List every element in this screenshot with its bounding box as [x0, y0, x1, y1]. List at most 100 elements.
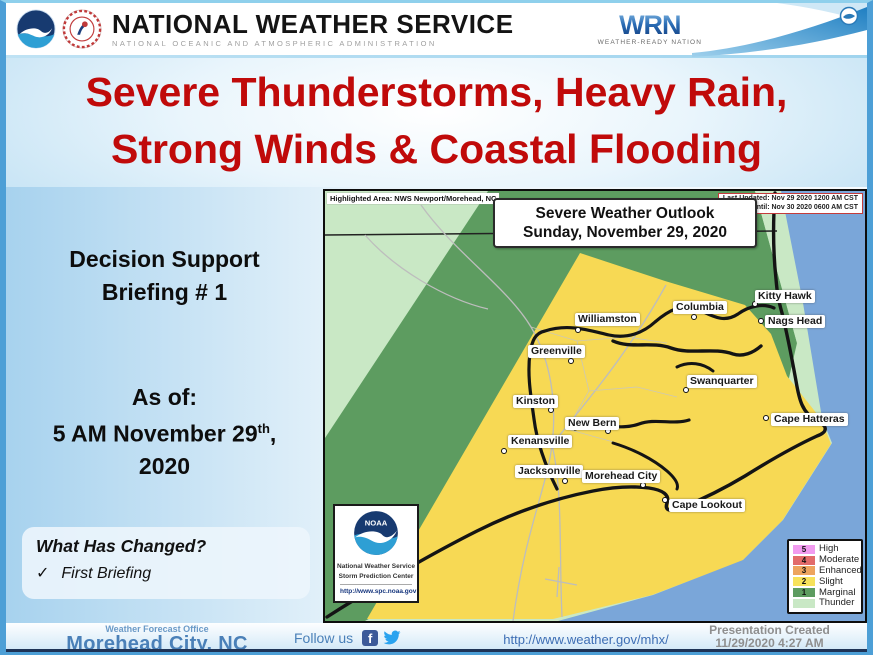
- highlighted-area-label: Highlighted Area: NWS Newport/Morehead, …: [327, 193, 500, 204]
- city-label: Swanquarter: [687, 375, 757, 388]
- twitter-icon[interactable]: [382, 629, 402, 646]
- city-dot: [683, 387, 689, 393]
- legend-row: 5 High: [793, 544, 857, 555]
- wrn-acronym: WRN: [598, 11, 702, 39]
- legend-row: 3 Enhanced: [793, 565, 862, 577]
- city-dot: [662, 497, 668, 503]
- city-label: Nags Head: [765, 315, 826, 328]
- legend-chip: 3: [793, 566, 815, 576]
- spc-url-link[interactable]: http://www.spc.noaa.gov: [340, 584, 416, 595]
- wrn-logo: WRN WEATHER-READY NATION: [597, 11, 702, 47]
- city-label: Jacksonville: [515, 465, 584, 478]
- city-label: Williamston: [575, 313, 640, 326]
- changed-heading: What Has Changed?: [36, 536, 207, 556]
- legend-row: 2 Slight: [793, 576, 857, 587]
- city-label: Cape Lookout: [669, 499, 745, 512]
- follow-us-label: Follow us: [294, 629, 354, 646]
- wrn-label: WEATHER-READY NATION: [597, 38, 702, 46]
- main-content: Decision Support Briefing # 1 As of: 5 A…: [6, 187, 867, 623]
- map-overlay: Highlighted Area: NWS Newport/Morehead, …: [325, 191, 865, 621]
- created-label: Presentation Created: [709, 623, 830, 637]
- legend-label: High: [819, 543, 839, 555]
- legend-label: Thunder: [819, 597, 855, 609]
- outlook-legend: 5 High 4 Moderate 3 Enhanced 2 Slight 1 Marginal T…: [787, 539, 863, 614]
- city-dot: [691, 314, 697, 320]
- city-label: Greenville: [528, 345, 585, 358]
- city-label: Cape Hatteras: [771, 413, 848, 426]
- asof-date: 5 AM November 29th,: [52, 420, 277, 447]
- header-text-block: NATIONAL WEATHER SERVICE NATIONAL OCEANI…: [112, 11, 514, 48]
- region-thunder-strip: [755, 191, 803, 343]
- city-layer: Kitty Hawk Nags Head Columbia Williamston Gr…: [325, 191, 865, 621]
- outlook-title-box: Severe Weather Outlook Sunday, November …: [493, 198, 757, 248]
- last-updated: Last Updated: Nov 29 2020 1200 AM CST: [722, 195, 858, 202]
- nws-logo: [62, 9, 102, 49]
- legend-chip: 2: [793, 577, 815, 587]
- header-divider: [6, 55, 867, 58]
- presentation-created-block: Presentation Created 11/29/2020 4:27 AM: [682, 624, 857, 650]
- checkmark-icon: ✓: [36, 565, 50, 582]
- legend-chip: 4: [793, 555, 815, 565]
- road-lines: [364, 204, 667, 621]
- office-url-link[interactable]: http://www.weather.gov/mhx/: [503, 632, 669, 647]
- briefing-line-1: Decision Support: [69, 246, 260, 272]
- legend-chip: [793, 598, 815, 608]
- legend-row: 1 Marginal: [793, 587, 857, 598]
- what-has-changed-box: What Has Changed? ✓ First Briefing: [22, 527, 310, 599]
- briefing-line-2: Briefing # 1: [101, 279, 228, 305]
- follow-us-block: Follow us f: [294, 629, 402, 646]
- legend-row: 4 Moderate: [793, 554, 860, 566]
- slide-footer: Weather Forecast Office Morehead City, N…: [6, 623, 867, 652]
- title-line-2: Strong Winds & Coastal Flooding: [110, 126, 763, 172]
- agency-title: NATIONAL WEATHER SERVICE: [112, 8, 514, 39]
- region-ocean: [558, 191, 865, 621]
- asof-block: As of: 5 AM November 29th, 2020: [6, 381, 323, 482]
- title-line-1: Severe Thunderstorms, Heavy Rain,: [85, 69, 788, 115]
- city-dot: [568, 358, 574, 364]
- slide-title: Severe Thunderstorms, Heavy Rain, Strong…: [6, 58, 867, 187]
- city-dot: [758, 318, 764, 324]
- city-label: Columbia: [673, 301, 727, 314]
- wfo-block: Weather Forecast Office Morehead City, N…: [32, 624, 282, 652]
- noaa-logo: [16, 9, 56, 49]
- briefing-heading: Decision Support Briefing # 1: [6, 243, 323, 309]
- outlook-title-line-1: Severe Weather Outlook: [535, 205, 715, 222]
- legend-label: Moderate: [819, 554, 860, 566]
- asof-year: 2020: [138, 452, 191, 479]
- legend-label: Slight: [819, 575, 843, 587]
- outlook-map: Highlighted Area: NWS Newport/Morehead, …: [323, 189, 867, 623]
- noaa-seal-icon: NOAA: [354, 511, 398, 555]
- legend-chip: 1: [793, 588, 815, 598]
- wfo-name: Morehead City, NC: [66, 633, 248, 652]
- legend-label: Marginal: [819, 586, 856, 598]
- spc-logo-box: NOAA National Weather Service Storm Pred…: [333, 504, 419, 603]
- city-label: Kitty Hawk: [755, 290, 815, 303]
- legend-rows: 5 High 4 Moderate 3 Enhanced 2 Slight 1 Marginal T…: [793, 544, 862, 609]
- city-dot: [763, 415, 769, 421]
- facebook-icon[interactable]: f: [362, 629, 379, 646]
- changed-item: ✓ First Briefing: [36, 565, 152, 582]
- wfo-label: Weather Forecast Office: [105, 624, 209, 634]
- legend-label: Enhanced: [819, 564, 862, 576]
- asof-label: As of:: [131, 384, 198, 410]
- city-dot: [562, 478, 568, 484]
- city-label: Morehead City: [582, 470, 661, 483]
- spc-org-line-2: Storm Prediction Center: [338, 573, 414, 580]
- city-label: Kenansville: [508, 435, 573, 448]
- city-label: New Bern: [565, 417, 620, 430]
- svg-text:NOAA: NOAA: [365, 518, 388, 527]
- outlook-title-line-2: Sunday, November 29, 2020: [523, 224, 727, 241]
- agency-subtitle: NATIONAL OCEANIC AND ATMOSPHERIC ADMINIS…: [112, 38, 437, 48]
- city-dot: [575, 327, 581, 333]
- spc-org-line-1: National Weather Service: [337, 563, 415, 570]
- created-value: 11/29/2020 4:27 AM: [715, 636, 824, 650]
- legend-row: Thunder: [793, 598, 857, 609]
- header-swoosh-graphic: [692, 3, 867, 57]
- noaa-mini-emblem: [839, 6, 859, 26]
- nws-header: NATIONAL WEATHER SERVICE NATIONAL OCEANI…: [6, 3, 867, 57]
- city-dot: [501, 448, 507, 454]
- city-label: Kinston: [513, 395, 559, 408]
- legend-chip: 5: [793, 544, 815, 554]
- valid-until: Valid Until: Nov 30 2020 0600 AM CST: [733, 203, 858, 211]
